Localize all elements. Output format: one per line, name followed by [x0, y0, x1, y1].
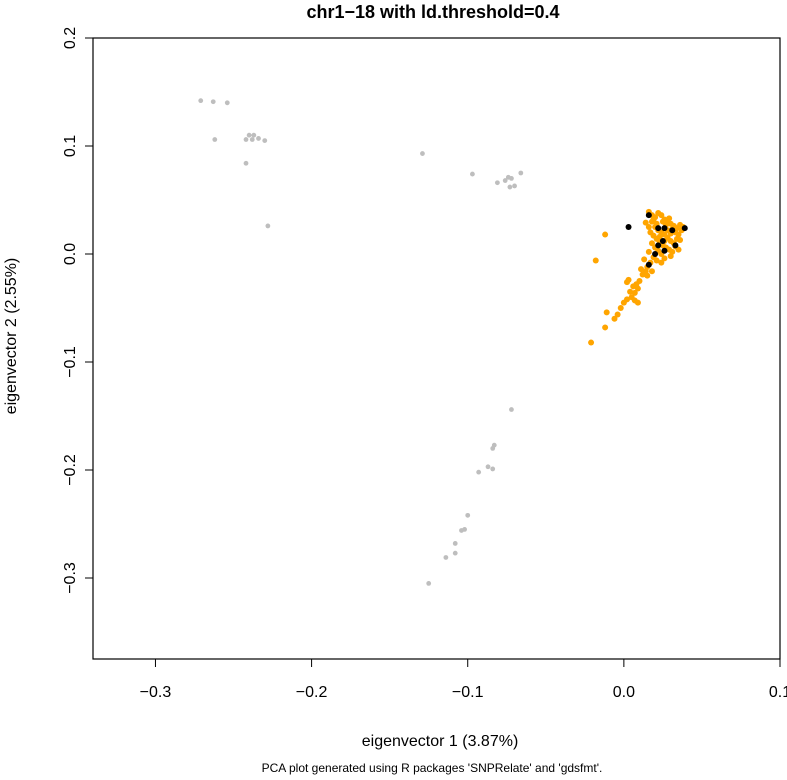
data-point — [443, 555, 449, 560]
data-point — [666, 215, 673, 222]
data-point — [675, 246, 682, 253]
data-point — [675, 231, 682, 238]
y-tick-label: 0.2 — [62, 27, 79, 49]
data-point — [659, 238, 666, 245]
data-point — [656, 233, 663, 240]
data-point — [617, 305, 624, 311]
data-point — [681, 225, 688, 232]
data-point — [641, 256, 648, 263]
data-point — [634, 285, 641, 292]
data-point — [623, 279, 630, 286]
x-axis: −0.3 −0.2 −0.1 0.0 0.1 — [140, 659, 787, 701]
chart-caption: PCA plot generated using R packages 'SNP… — [262, 761, 603, 775]
data-point — [627, 288, 634, 295]
data-point — [426, 581, 432, 586]
data-point — [512, 183, 517, 189]
data-point — [645, 248, 652, 255]
data-point — [476, 469, 482, 475]
data-point — [198, 98, 204, 104]
data-point — [602, 231, 609, 238]
data-point — [502, 178, 508, 183]
data-point — [631, 289, 638, 296]
data-point — [602, 324, 609, 331]
data-point — [659, 218, 666, 225]
data-point — [623, 296, 630, 303]
data-point — [507, 184, 513, 190]
data-point — [459, 528, 464, 533]
data-point — [249, 137, 255, 142]
data-point — [509, 176, 514, 181]
data-point — [655, 242, 662, 249]
y-tick-label: −0.1 — [62, 346, 79, 378]
data-point — [645, 212, 652, 219]
data-point — [224, 100, 230, 106]
data-point — [592, 257, 599, 264]
data-point — [625, 224, 632, 230]
data-point — [672, 242, 679, 249]
data-point — [652, 251, 659, 257]
data-point — [251, 132, 257, 138]
data-point — [243, 160, 249, 166]
data-point — [638, 266, 645, 273]
data-point — [655, 225, 662, 232]
data-point — [661, 225, 668, 232]
y-axis: −0.3 −0.2 −0.1 0.0 0.1 0.2 — [62, 27, 93, 594]
data-point — [667, 253, 674, 260]
data-point — [614, 311, 621, 318]
data-point — [603, 309, 610, 316]
x-tick-label: 0.1 — [769, 684, 787, 701]
data-point — [648, 240, 655, 247]
data-point — [650, 216, 657, 223]
x-tick-label: 0.0 — [613, 684, 635, 701]
data-point — [661, 255, 668, 262]
data-point — [509, 407, 514, 412]
data-point — [634, 299, 641, 306]
data-point — [642, 268, 649, 275]
x-tick-label: −0.1 — [452, 684, 484, 701]
data-point — [470, 171, 475, 177]
data-point — [518, 170, 524, 176]
x-axis-label: eigenvector 1 (3.87%) — [362, 733, 519, 750]
x-tick-label: −0.2 — [296, 684, 328, 701]
y-axis-label: eigenvector 2 (2.55%) — [3, 258, 20, 415]
data-point — [210, 99, 216, 105]
y-tick-label: 0.1 — [62, 135, 79, 157]
plot-frame — [92, 37, 781, 660]
y-tick-label: −0.3 — [62, 562, 79, 594]
data-point — [636, 278, 643, 284]
data-point — [645, 224, 652, 230]
data-point — [265, 223, 271, 229]
data-point — [645, 261, 652, 268]
data-point — [246, 132, 252, 138]
data-point — [485, 464, 491, 470]
data-point — [658, 259, 665, 266]
data-point — [588, 339, 595, 346]
data-point — [494, 180, 500, 186]
data-point — [658, 212, 665, 219]
data-point — [452, 550, 458, 556]
data-point — [669, 227, 676, 234]
data-point — [256, 136, 261, 141]
data-point — [661, 247, 668, 254]
data-point — [420, 151, 425, 156]
data-point — [653, 257, 660, 264]
data-point — [465, 512, 471, 518]
data-point — [490, 446, 496, 451]
data-point — [642, 219, 649, 226]
x-tick-label: −0.3 — [140, 684, 172, 701]
chart-title: chr1−18 with ld.threshold=0.4 — [306, 2, 559, 22]
y-tick-label: −0.2 — [62, 454, 79, 486]
data-point — [677, 236, 684, 243]
y-tick-label: 0.0 — [62, 243, 79, 265]
data-point — [243, 137, 249, 142]
data-point — [262, 138, 268, 144]
data-point — [212, 137, 218, 142]
data-point — [648, 268, 655, 275]
data-points — [198, 98, 688, 586]
data-point — [452, 541, 458, 546]
data-point — [611, 315, 618, 322]
data-point — [490, 466, 496, 472]
